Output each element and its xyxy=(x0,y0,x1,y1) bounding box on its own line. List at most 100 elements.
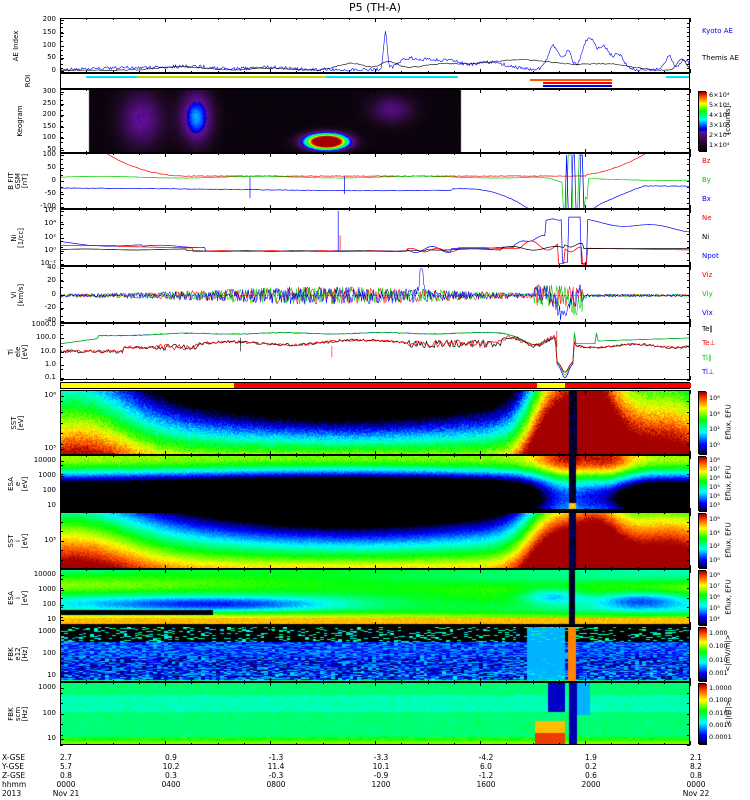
minor-tick xyxy=(60,308,63,310)
minor-tick xyxy=(687,18,690,19)
x-tick xyxy=(611,378,613,380)
x-tick xyxy=(427,512,429,514)
x-tick xyxy=(60,622,61,626)
x-tick xyxy=(375,266,376,270)
x-tick xyxy=(322,378,324,380)
x-tick xyxy=(453,153,455,155)
x-tick xyxy=(663,512,665,514)
x-tick xyxy=(322,682,324,684)
y-tick-label: 150 xyxy=(42,27,56,36)
x-tick xyxy=(506,264,508,266)
minor-tick xyxy=(60,197,63,199)
x-tick xyxy=(217,512,219,514)
minor-tick xyxy=(60,550,63,551)
x-tick xyxy=(322,453,324,455)
x-tick xyxy=(611,567,613,569)
x-tick xyxy=(532,390,534,392)
colorbar-tick-label: 2×10⁴ xyxy=(709,131,730,139)
y-tick-label: 1000 xyxy=(38,627,56,635)
x-tick xyxy=(663,624,665,626)
x-tick xyxy=(480,626,481,630)
roi-bar xyxy=(665,76,689,78)
x-tick xyxy=(480,569,481,573)
y-axis-label: FBK scm [Hz] xyxy=(6,706,29,721)
x-tick xyxy=(191,323,193,325)
x-tick xyxy=(112,323,114,325)
footer-value: 10.2 xyxy=(162,762,180,771)
colorbar-tick-label: 10⁶ xyxy=(709,592,720,601)
x-tick xyxy=(637,567,639,569)
x-tick xyxy=(401,209,403,211)
x-tick xyxy=(453,512,455,514)
x-tick xyxy=(165,319,166,323)
x-tick xyxy=(611,453,613,455)
x-tick xyxy=(86,323,88,325)
x-tick xyxy=(637,18,639,20)
minor-tick xyxy=(687,31,690,33)
x-tick xyxy=(480,390,481,394)
x-tick xyxy=(217,682,219,684)
x-tick xyxy=(138,680,140,682)
x-tick xyxy=(243,682,245,684)
x-tick xyxy=(86,321,88,323)
x-tick xyxy=(348,264,350,266)
y-tick xyxy=(60,476,64,477)
minor-tick xyxy=(687,137,690,138)
y-tick-label: 10.0 xyxy=(40,346,56,355)
x-tick xyxy=(480,18,481,22)
state-segment xyxy=(61,383,235,388)
panel-ti xyxy=(60,323,690,380)
x-tick xyxy=(296,18,298,20)
x-tick xyxy=(690,512,691,516)
x-tick xyxy=(243,151,245,153)
y-tick-label: 10 xyxy=(47,501,56,509)
x-tick xyxy=(191,266,193,268)
x-tick xyxy=(348,680,350,682)
x-tick xyxy=(506,89,508,91)
colorbar-tick-label: 10⁷ xyxy=(709,581,720,590)
x-tick xyxy=(112,18,114,20)
minor-tick xyxy=(60,45,63,47)
x-tick xyxy=(270,266,271,270)
x-tick xyxy=(453,569,455,571)
x-tick xyxy=(86,680,88,682)
trace-label-Te⊥: Te⊥ xyxy=(702,339,716,348)
minor-tick xyxy=(687,280,690,282)
minor-tick xyxy=(60,380,63,381)
y-tick xyxy=(60,211,64,212)
footer-row-label: 2013 xyxy=(2,789,22,798)
x-tick xyxy=(690,89,691,93)
x-tick xyxy=(585,569,586,573)
x-tick xyxy=(322,89,324,91)
x-tick xyxy=(165,512,166,516)
x-tick xyxy=(663,567,665,569)
x-tick xyxy=(585,455,586,459)
x-tick xyxy=(191,743,193,745)
x-tick xyxy=(86,743,88,745)
minor-tick xyxy=(60,203,63,205)
x-tick xyxy=(86,626,88,628)
minor-tick xyxy=(60,540,63,542)
colorbar-tick-label: 10⁶ xyxy=(709,393,720,402)
x-tick xyxy=(690,451,691,455)
colorbar-tick-label: 0.010 xyxy=(709,655,728,664)
minor-tick xyxy=(687,215,690,217)
x-tick xyxy=(453,89,455,91)
minor-tick xyxy=(687,474,690,475)
trace-label-Bx: Bx xyxy=(702,194,711,203)
x-tick xyxy=(480,678,481,682)
minor-tick xyxy=(687,411,690,413)
trace-label-Ni: Ni xyxy=(702,232,710,241)
colorbar-tick-label: 10⁰ xyxy=(709,556,720,565)
x-tick xyxy=(217,321,219,323)
x-tick xyxy=(165,323,166,327)
footer-value: Nov 21 xyxy=(52,789,80,798)
y-tick xyxy=(60,264,64,265)
panel-b-fit xyxy=(60,153,690,209)
esa-e-spectrogram xyxy=(61,456,689,511)
x-tick xyxy=(165,565,166,569)
x-tick xyxy=(558,18,560,20)
colorbar-tick-label: 10⁵ xyxy=(709,603,720,612)
trace-label-Ne: Ne xyxy=(702,213,712,222)
x-tick xyxy=(322,626,324,628)
